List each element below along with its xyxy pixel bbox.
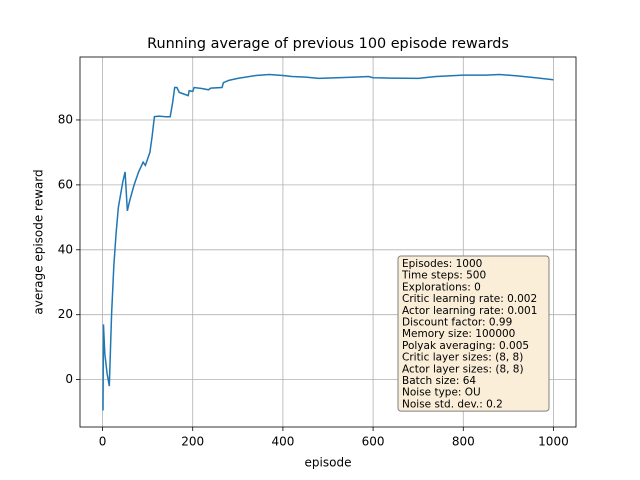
chart-title: Running average of previous 100 episode … — [147, 36, 509, 52]
y-axis-label: average episode reward — [32, 169, 46, 314]
info-line: Critic layer sizes: (8, 8) — [402, 352, 523, 364]
x-tick-label: 800 — [452, 435, 475, 449]
info-line: Explorations: 0 — [402, 281, 481, 293]
x-tick-label: 600 — [362, 435, 385, 449]
info-line: Actor learning rate: 0.001 — [402, 305, 537, 317]
x-tick-label: 0 — [99, 435, 107, 449]
x-tick-label: 1000 — [538, 435, 569, 449]
info-line: Memory size: 100000 — [402, 328, 515, 340]
info-line: Actor layer sizes: (8, 8) — [402, 363, 524, 375]
data-line — [102, 73, 554, 411]
info-line: Noise std. dev.: 0.2 — [402, 398, 503, 410]
info-line: Critic learning rate: 0.002 — [402, 293, 537, 305]
y-tick-label: 40 — [58, 242, 73, 256]
info-line: Noise type: OU — [402, 387, 481, 399]
x-tick-label: 400 — [271, 435, 294, 449]
info-line: Discount factor: 0.99 — [402, 317, 512, 329]
y-tick-label: 0 — [65, 372, 73, 386]
y-tick-label: 80 — [58, 112, 73, 126]
axes-frame — [79, 56, 577, 428]
info-box — [397, 255, 550, 412]
info-line: Time steps: 500 — [401, 270, 486, 282]
y-tick-label: 20 — [58, 307, 73, 321]
y-tick-label: 60 — [58, 177, 73, 191]
x-axis-label: episode — [305, 456, 352, 470]
x-tick-label: 200 — [181, 435, 204, 449]
info-line: Polyak averaging: 0.005 — [402, 340, 529, 352]
info-line: Episodes: 1000 — [402, 258, 482, 270]
info-line: Batch size: 64 — [402, 375, 476, 387]
